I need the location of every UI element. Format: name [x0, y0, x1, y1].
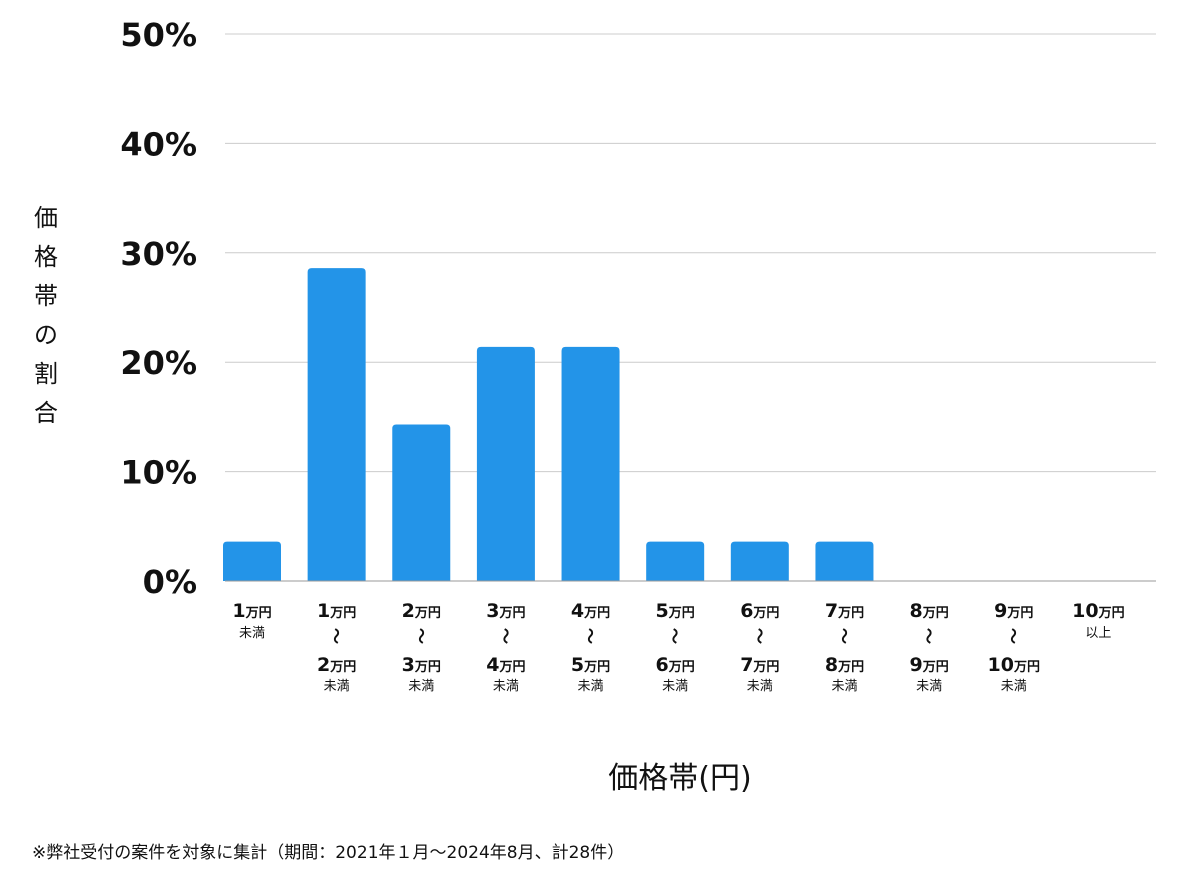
x-axis-ticks: 1万円未満1万円〜2万円未満2万円〜3万円未満3万円〜4万円未満4万円〜5万円未…: [232, 600, 1124, 694]
bar: [730, 541, 789, 581]
x-tick-price: 2万円: [317, 654, 356, 676]
bar: [476, 346, 535, 581]
x-tick-suffix: 未満: [831, 679, 857, 694]
x-tick-price: 4万円: [571, 600, 610, 622]
x-tick-range-mark: 〜: [1004, 628, 1023, 644]
x-tick-price: 2万円: [402, 600, 441, 622]
y-axis-label-char: の: [34, 321, 58, 349]
x-tick-price: 4万円: [486, 654, 525, 676]
x-tick-price: 1万円: [317, 600, 356, 622]
x-tick-range-mark: 〜: [919, 628, 938, 644]
x-tick-price: 6万円: [656, 654, 695, 676]
x-tick-range-mark: 〜: [750, 628, 769, 644]
x-tick-price: 3万円: [486, 600, 525, 622]
x-tick-suffix: 未満: [1001, 679, 1027, 694]
footnote: ※弊社受付の案件を対象に集計（期間：2021年１月〜2024年8月、計28件）: [32, 843, 625, 863]
x-tick-price: 6万円: [740, 600, 779, 622]
bar: [815, 541, 874, 581]
bar: [561, 346, 620, 581]
x-tick-range-mark: 〜: [327, 628, 346, 644]
x-tick-suffix: 未満: [747, 679, 773, 694]
x-tick-suffix: 未満: [916, 679, 942, 694]
bar: [307, 268, 366, 581]
y-axis-label-char: 割: [34, 360, 58, 388]
x-tick-price: 10万円: [987, 654, 1039, 676]
x-tick-suffix: 以上: [1085, 626, 1111, 641]
x-tick-suffix: 未満: [408, 679, 434, 694]
x-tick-price: 9万円: [909, 654, 948, 676]
x-tick-suffix: 未満: [239, 626, 265, 641]
bars: [223, 268, 874, 581]
x-tick-price: 3万円: [402, 654, 441, 676]
x-tick-price: 7万円: [740, 654, 779, 676]
y-tick-label: 10%: [120, 454, 197, 492]
bar: [392, 424, 451, 581]
x-tick-suffix: 未満: [578, 679, 604, 694]
x-tick-range-mark: 〜: [665, 628, 684, 644]
x-tick-range-mark: 〜: [834, 628, 853, 644]
x-tick-range-mark: 〜: [411, 628, 430, 644]
y-axis-ticks: 0% 10% 20% 30% 40% 50%: [120, 16, 197, 601]
bar: [646, 541, 705, 581]
x-tick-price: 8万円: [909, 600, 948, 622]
y-tick-label: 50%: [120, 16, 197, 54]
y-tick-label: 40%: [120, 125, 197, 163]
y-tick-label: 0%: [143, 563, 197, 601]
x-axis-label: 価格帯(円): [608, 761, 751, 796]
x-tick-price: 10万円: [1072, 600, 1124, 622]
x-tick-price: 1万円: [232, 600, 271, 622]
x-tick-price: 9万円: [994, 600, 1033, 622]
x-tick-price: 5万円: [656, 600, 695, 622]
y-axis-label-char: 格: [34, 243, 58, 271]
x-tick-suffix: 未満: [324, 679, 350, 694]
x-tick-suffix: 未満: [493, 679, 519, 694]
x-tick-suffix: 未満: [662, 679, 688, 694]
x-tick-price: 8万円: [825, 654, 864, 676]
x-tick-price: 5万円: [571, 654, 610, 676]
y-tick-label: 20%: [120, 344, 197, 382]
x-tick-range-mark: 〜: [496, 628, 515, 644]
y-axis-label-char: 帯: [34, 282, 58, 310]
y-tick-label: 30%: [120, 235, 197, 273]
bar: [223, 541, 281, 581]
x-tick-price: 7万円: [825, 600, 864, 622]
gridlines: [225, 33, 1156, 473]
x-tick-range-mark: 〜: [581, 628, 600, 644]
y-axis-label-char: 価: [34, 204, 58, 232]
y-axis-label-char: 合: [34, 399, 58, 427]
